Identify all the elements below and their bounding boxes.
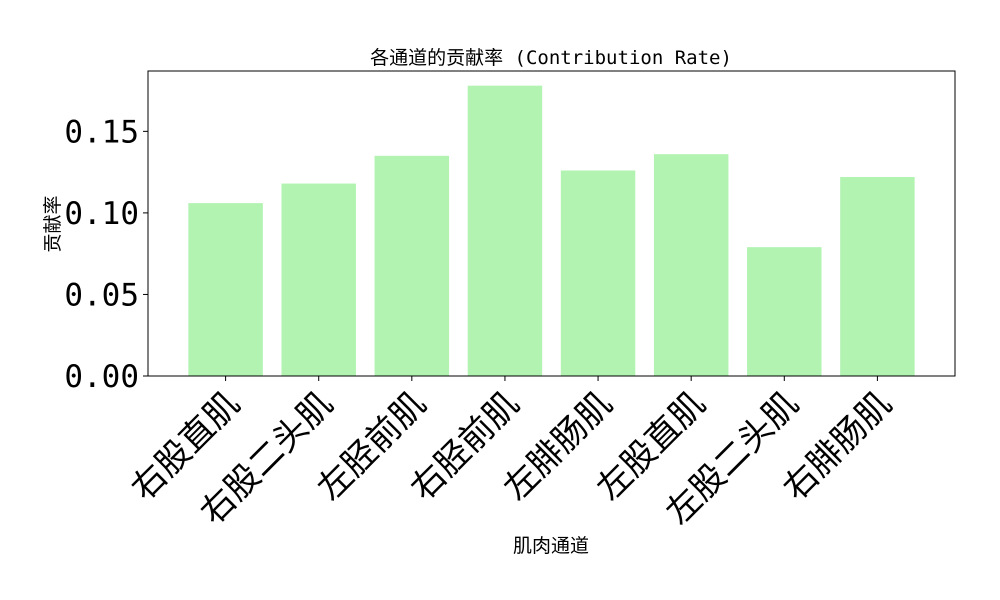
bar-1 bbox=[281, 183, 356, 376]
x-axis-label: 肌肉通道 bbox=[513, 535, 589, 557]
y-axis-label: 贡献率 bbox=[42, 195, 64, 252]
bar-0 bbox=[188, 203, 263, 376]
plot-frame bbox=[147, 70, 956, 377]
bar-4 bbox=[560, 170, 636, 376]
chart-title: 各通道的贡献率 (Contribution Rate) bbox=[370, 47, 732, 69]
y-axis: 0.00 0.05 0.10 0.15 bbox=[64, 114, 148, 395]
bar-7 bbox=[840, 177, 915, 376]
bar-6 bbox=[747, 247, 822, 376]
y-tick-label: 0.15 bbox=[64, 114, 139, 150]
y-tick-label: 0.00 bbox=[64, 359, 139, 395]
y-tick-label: 0.10 bbox=[64, 196, 139, 232]
bar-3 bbox=[467, 85, 543, 377]
bar-5 bbox=[653, 154, 729, 376]
y-tick-label: 0.05 bbox=[64, 277, 139, 313]
bar-2 bbox=[374, 155, 450, 376]
bars-group bbox=[188, 85, 915, 377]
